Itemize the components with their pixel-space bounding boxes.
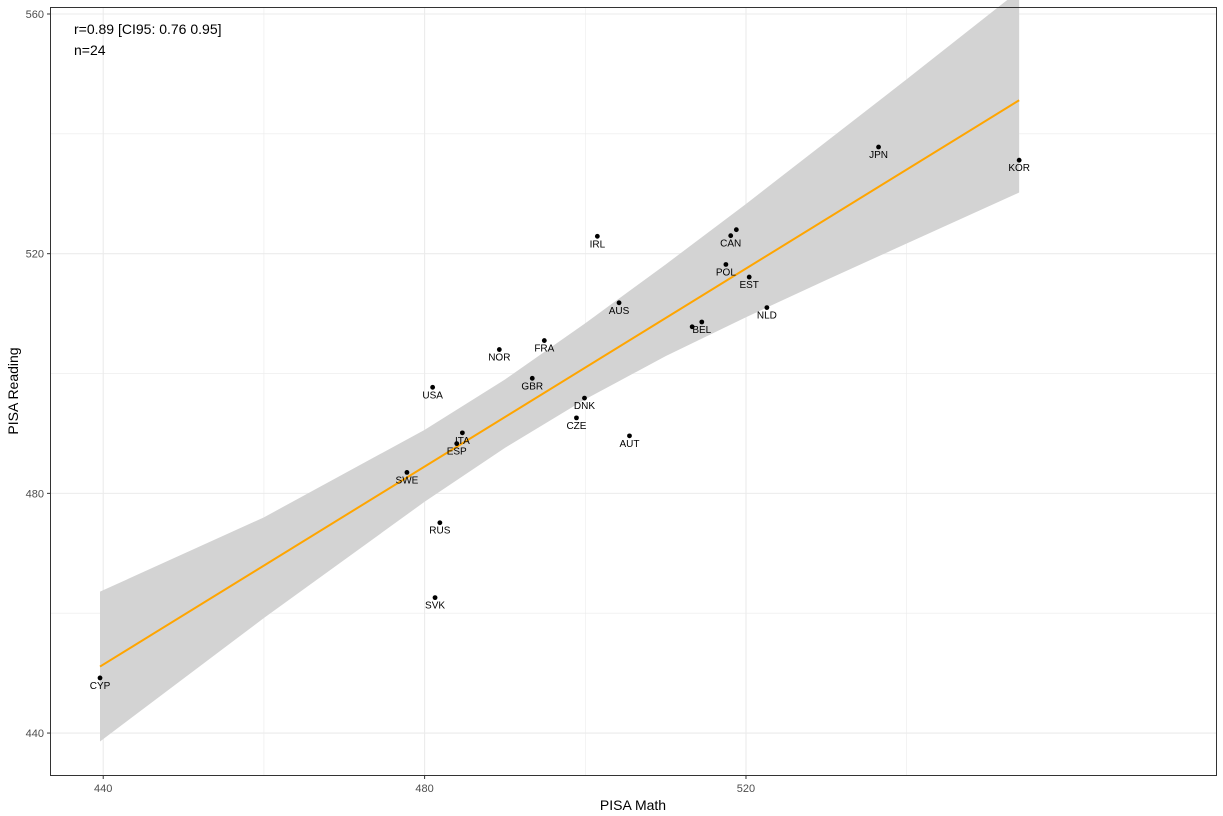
sample-size-annotation: n=24 — [74, 42, 106, 58]
point-usa — [430, 384, 436, 390]
point-cyp — [97, 675, 103, 681]
point-nld — [764, 305, 770, 311]
point-pol — [723, 262, 729, 267]
point-label-esp: ESP — [447, 447, 467, 458]
y-tick-label: 520 — [26, 249, 44, 261]
point-label-bel: BEL — [692, 325, 711, 336]
y-tick-label: 480 — [26, 488, 44, 500]
point-label-nor: NOR — [488, 353, 510, 364]
point-bel2 — [689, 324, 695, 330]
point-label-ita: ITA — [455, 436, 470, 447]
minor-gridlines — [51, 8, 1216, 775]
point-nor — [496, 347, 502, 352]
point-dnk — [582, 395, 587, 401]
y-axis-ticks: 440 480 520 560 — [26, 9, 51, 740]
point-fra — [541, 338, 547, 343]
fit-line — [99, 99, 1020, 668]
point-label-cyp: CYP — [90, 681, 111, 692]
point-label-aut: AUT — [619, 439, 639, 450]
point-label-cze: CZE — [566, 421, 586, 432]
point-rus — [437, 520, 443, 526]
point-label-rus: RUS — [429, 526, 450, 537]
point-can2 — [733, 227, 739, 233]
point-label-irl: IRL — [590, 239, 606, 250]
point-label-jpn: JPN — [869, 150, 888, 161]
point-label-svk: SVK — [425, 601, 445, 612]
ci-band-area — [100, 0, 1020, 742]
point-label-aus: AUS — [609, 306, 630, 317]
point-label-est: EST — [739, 280, 758, 291]
point-label-fra: FRA — [534, 344, 554, 355]
point-jpn — [876, 144, 881, 150]
point-bel — [699, 319, 705, 325]
y-axis-title: PISA Reading — [5, 347, 21, 434]
point-label-gbr: GBR — [521, 381, 543, 392]
x-axis-ticks: 440 480 520 — [94, 775, 755, 795]
point-irl — [594, 233, 600, 239]
x-axis-title: PISA Math — [600, 797, 666, 813]
panel-border — [50, 7, 1217, 776]
x-tick-label: 440 — [94, 783, 112, 795]
point-esp — [454, 441, 460, 447]
regression-line — [99, 99, 1020, 668]
y-tick-label: 560 — [26, 9, 44, 21]
point-cze — [574, 415, 579, 421]
point-aut — [627, 433, 632, 439]
x-tick-label: 520 — [737, 783, 755, 795]
point-label-dnk: DNK — [574, 401, 595, 412]
point-label-kor: KOR — [1008, 163, 1030, 174]
correlation-annotation: r=0.89 [CI95: 0.76 0.95] — [74, 21, 222, 37]
point-est — [746, 274, 752, 280]
point-ita — [459, 430, 465, 436]
point-svk — [432, 595, 438, 601]
point-label-can: CAN — [720, 239, 741, 250]
point-can — [728, 233, 734, 239]
point-label-pol: POL — [716, 267, 736, 278]
point-label-usa: USA — [422, 390, 443, 401]
point-gbr — [529, 375, 535, 381]
point-label-nld: NLD — [757, 311, 777, 322]
point-swe — [404, 469, 410, 475]
point-kor — [1016, 157, 1022, 163]
y-tick-label: 440 — [26, 728, 44, 740]
major-gridlines — [51, 8, 1216, 775]
point-aus — [616, 300, 622, 306]
confidence-band — [100, 0, 1020, 742]
point-label-swe: SWE — [396, 475, 419, 486]
x-tick-label: 480 — [415, 783, 433, 795]
data-points — [97, 144, 1022, 681]
